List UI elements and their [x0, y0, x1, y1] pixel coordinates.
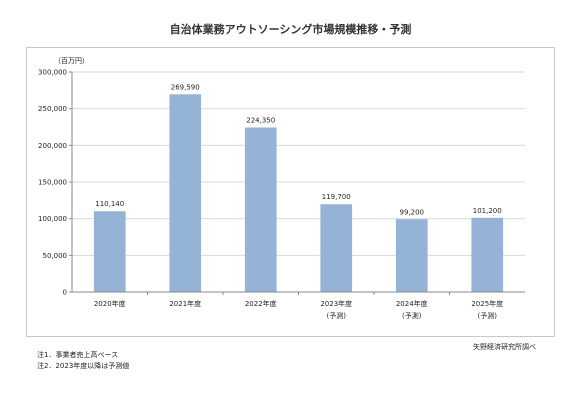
note-1: 注1．事業者売上高ベース — [37, 351, 119, 359]
source-note: 矢野経済研究所調べ — [473, 343, 536, 351]
y-tick-label: 300,000 — [38, 69, 67, 77]
y-tick-label: 0 — [63, 289, 67, 297]
y-tick-label: 150,000 — [38, 179, 67, 187]
x-tick-sublabel: (予測) — [402, 311, 422, 320]
gridlines — [72, 71, 525, 256]
bar-value-label: 119,700 — [322, 193, 351, 201]
bars: 110,140 269,590 224,350 119,700 99,200 101,20… — [93, 83, 504, 293]
bar-value-label: 101,200 — [473, 207, 502, 215]
bar-value-label: 110,140 — [95, 200, 124, 208]
x-tick-sublabel: (予測) — [478, 311, 498, 320]
y-tick-label: 50,000 — [43, 252, 68, 260]
bar — [320, 204, 353, 292]
chart-title: 自治体業務アウトソーシング市場規模推移・予測 — [169, 23, 412, 36]
bar-value-label: 224,350 — [246, 116, 275, 124]
x-tick-label: 2022年度 — [245, 299, 277, 308]
bar-value-label: 99,200 — [400, 208, 425, 216]
chart-frame — [26, 47, 555, 337]
unit-label: （百万円） — [54, 57, 89, 65]
x-tick-label: 2020年度 — [94, 299, 126, 308]
note-2: 注2．2023年度以降は予測値 — [37, 362, 130, 370]
x-tick-label: 2024年度 — [396, 299, 428, 308]
bar — [244, 127, 277, 292]
bar — [169, 94, 202, 293]
x-tick-sublabel: (予測) — [327, 311, 347, 320]
bar — [93, 211, 126, 292]
x-tick-label: 2025年度 — [471, 299, 503, 308]
axes: 0 50,000 100,000 150,000 200,000 250,000 300,0… — [38, 69, 525, 320]
bar — [471, 217, 504, 292]
y-tick-label: 250,000 — [38, 105, 67, 113]
x-tick-label: 2023年度 — [320, 299, 352, 308]
x-tick-label: 2021年度 — [169, 299, 201, 308]
bar-value-label: 269,590 — [171, 83, 200, 91]
bar — [395, 219, 428, 292]
y-tick-label: 100,000 — [38, 215, 67, 223]
y-tick-label: 200,000 — [38, 142, 67, 150]
